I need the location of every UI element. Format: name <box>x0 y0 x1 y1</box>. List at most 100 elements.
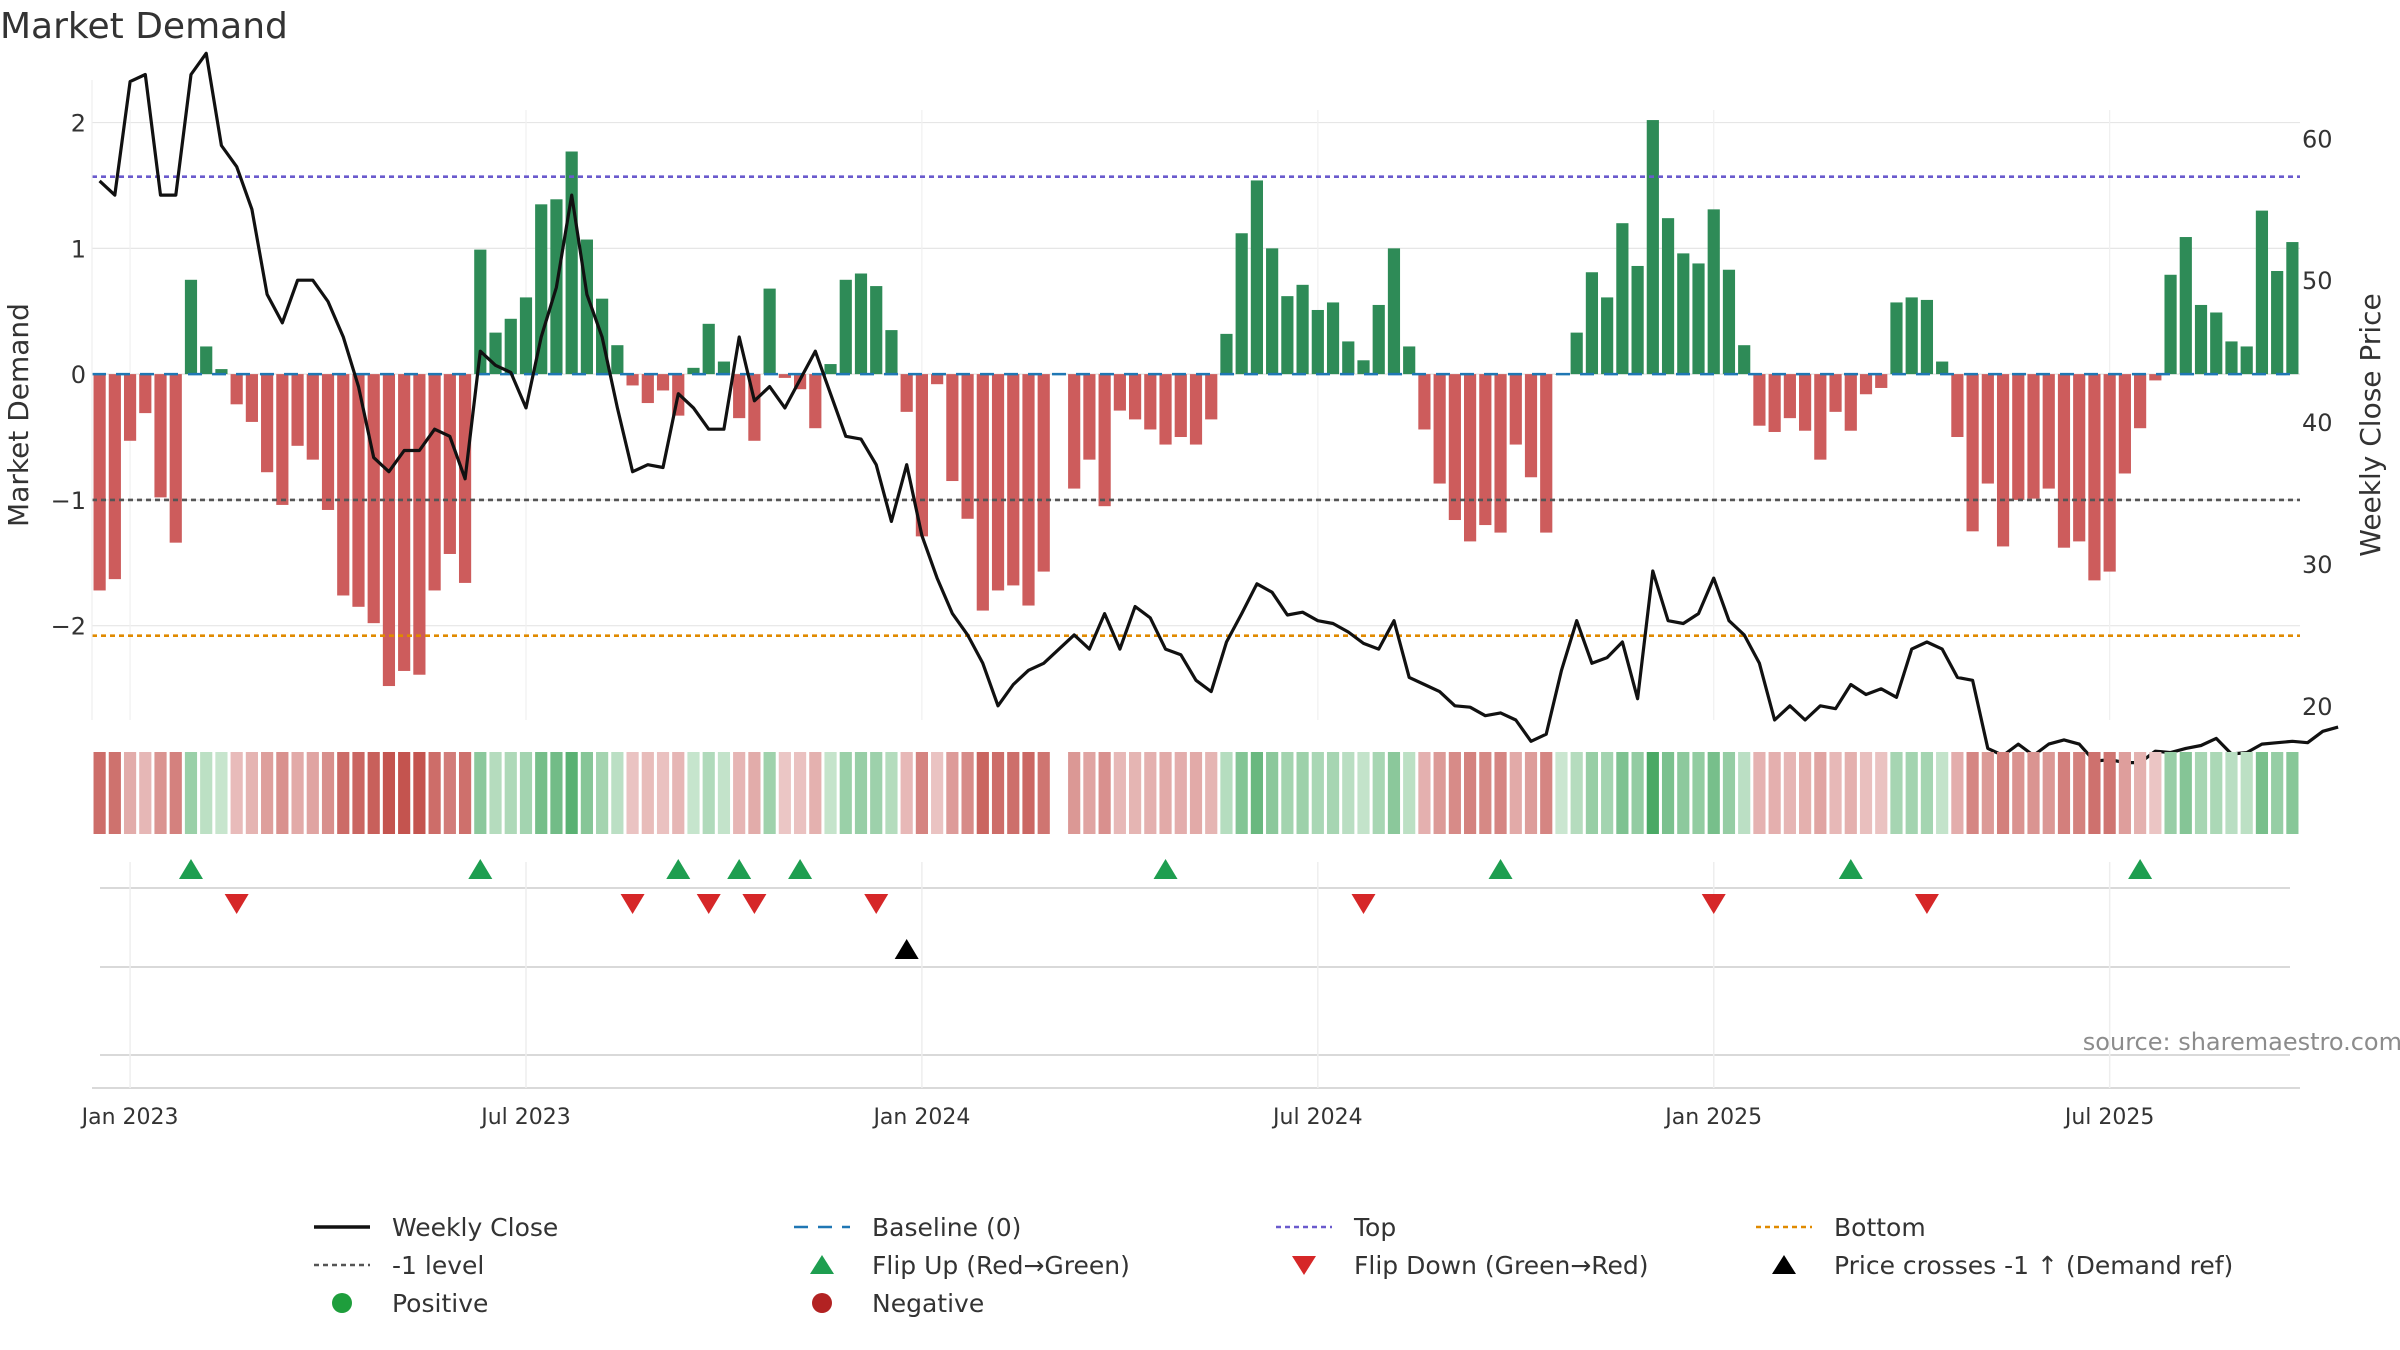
strip-cell <box>946 752 959 834</box>
demand-bar <box>824 364 837 375</box>
demand-bar <box>2179 237 2192 375</box>
demand-bar <box>1859 374 1873 395</box>
legend-item: Baseline (0) <box>790 1210 1021 1244</box>
demand-bar <box>885 330 898 375</box>
demand-bar <box>1738 345 1751 375</box>
strip-cell <box>1220 752 1233 834</box>
right-axis-title: Weekly Close Price <box>2354 293 2387 556</box>
legend-dash-symbol <box>794 1225 850 1229</box>
demand-bar <box>961 374 974 519</box>
demand-bar <box>123 374 137 441</box>
demand-bar <box>108 374 121 580</box>
demand-bar <box>169 374 182 543</box>
strip-cell <box>1951 752 1964 834</box>
demand-bar <box>139 374 152 414</box>
strip-cell <box>824 752 837 834</box>
strip-cell <box>1829 752 1842 834</box>
demand-bar <box>2012 374 2025 500</box>
demand-bar <box>1113 374 1126 411</box>
strip-cell <box>1128 752 1142 834</box>
demand-bar <box>2225 341 2238 375</box>
strip-cell <box>717 752 731 834</box>
strip-cell <box>1738 752 1751 834</box>
strip-cell <box>2149 752 2162 834</box>
strip-cell <box>1342 752 1355 834</box>
demand-bar <box>1799 374 1812 431</box>
left-tick-label: 2 <box>71 110 86 138</box>
flip-down-marker <box>1701 894 1726 914</box>
strip-cell <box>1799 752 1812 834</box>
chart-canvas: Market Demand 2 1 0 −1 −2 60 50 40 30 20 Market De… <box>0 6 2400 1130</box>
demand-bar <box>1524 374 1538 478</box>
demand-bar <box>1616 223 1629 375</box>
demand-bar <box>1083 374 1096 460</box>
demand-bar <box>1570 332 1583 375</box>
strip-cell <box>2103 752 2116 834</box>
legend-tri-up-symbol <box>810 1255 834 1274</box>
strip-cell <box>1646 752 1659 834</box>
chart-legend: Weekly Close Baseline (0) Top Bottom -1 leve… <box>0 1210 2400 1320</box>
demand-bar <box>1342 341 1355 375</box>
legend-dot-symbol <box>314 1263 370 1267</box>
chart-title: Market Demand <box>0 6 288 47</box>
strip-cell <box>2057 752 2071 834</box>
demand-bar <box>1311 309 1324 375</box>
flip-up-marker <box>788 859 813 879</box>
flip-up-marker <box>2128 859 2153 879</box>
source-label: source: sharemaestro.com <box>2083 1028 2400 1056</box>
strip-cell <box>1174 752 1187 834</box>
legend-label: Bottom <box>1834 1212 1926 1242</box>
legend-item: Negative <box>790 1286 984 1320</box>
demand-bar <box>1509 374 1522 445</box>
x-tick-label: Jan 2025 <box>1663 1105 1762 1130</box>
strip-cell <box>641 752 654 834</box>
flip-down-marker <box>742 894 767 914</box>
demand-bar <box>839 279 852 375</box>
flip-up-marker <box>1153 859 1178 879</box>
strip-cell <box>1007 752 1020 834</box>
flip-down-marker <box>1914 894 1939 914</box>
flip-up-marker <box>1838 859 1863 879</box>
strip-cell <box>1920 752 1934 834</box>
strip-cell <box>1037 752 1050 834</box>
strip-cell <box>306 752 319 834</box>
demand-bar <box>946 374 959 482</box>
strip-cell <box>1707 752 1720 834</box>
legend-tri-down-symbol <box>1292 1256 1316 1275</box>
demand-bar <box>1068 374 1081 489</box>
strip-cell <box>1357 752 1370 834</box>
strip-cell <box>230 752 243 834</box>
left-tick-label: 0 <box>71 361 86 389</box>
demand-bar <box>1448 374 1461 521</box>
strip-cell <box>1509 752 1522 834</box>
flip-down-marker <box>1351 894 1376 914</box>
demand-bar <box>931 374 944 385</box>
strip-cell <box>687 752 700 834</box>
strip-cell <box>1616 752 1629 834</box>
event-markers: Jan 2023 Jul 2023 Jan 2024 Jul 2024 Jan 2025… <box>80 859 2300 1130</box>
strip-cell <box>276 752 289 834</box>
strip-cell <box>565 752 578 834</box>
strip-cell <box>1372 752 1385 834</box>
demand-bar <box>1326 302 1340 375</box>
strip-cell <box>474 752 487 834</box>
strip-cell <box>1677 752 1690 834</box>
demand-bar <box>1007 374 1020 586</box>
demand-bar <box>1677 253 1690 375</box>
strip-cell <box>1844 752 1857 834</box>
strip-cell <box>915 752 928 834</box>
strip-cell <box>1083 752 1096 834</box>
right-tick-label: 60 <box>2302 125 2333 153</box>
strip-cell <box>1585 752 1599 834</box>
demand-bar <box>291 374 304 446</box>
strip-cell <box>580 752 593 834</box>
demand-bar <box>565 151 578 375</box>
strip-cell <box>1189 752 1203 834</box>
strip-cell <box>489 752 502 834</box>
demand-bar <box>733 374 746 419</box>
strip-cell <box>1387 752 1401 834</box>
demand-bar <box>2134 374 2147 429</box>
legend-circle-symbol <box>332 1293 352 1313</box>
demand-bar <box>1601 297 1614 375</box>
demand-bar <box>2286 242 2299 375</box>
